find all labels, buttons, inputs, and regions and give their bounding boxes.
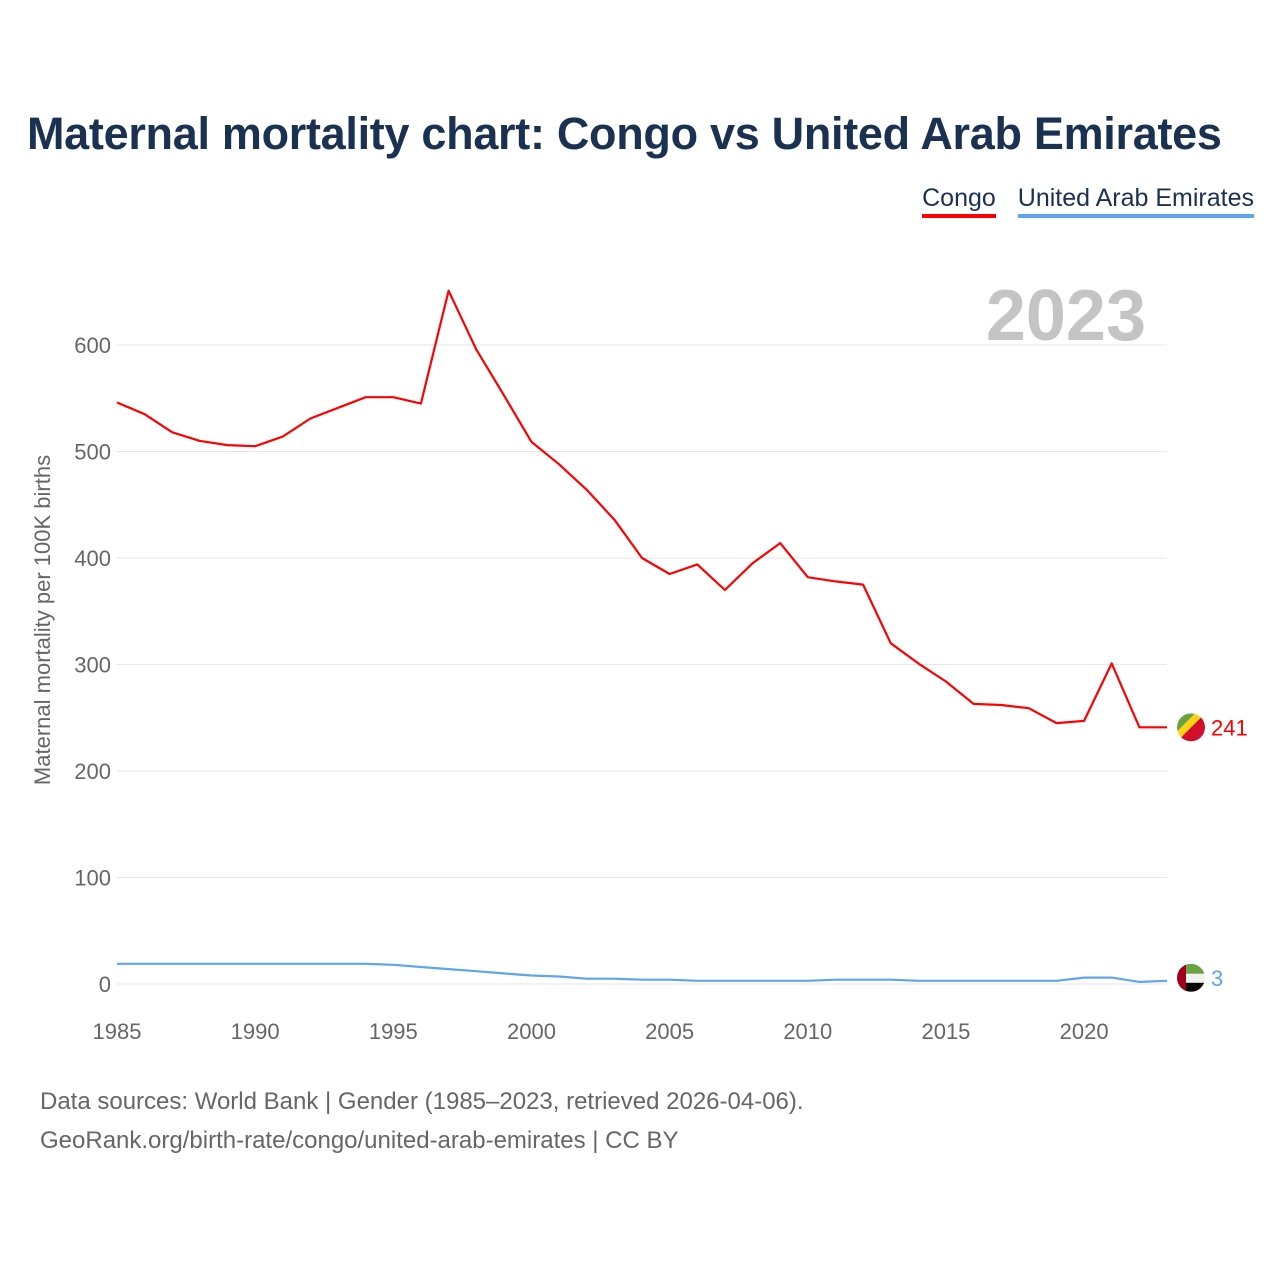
x-tick-label: 1990: [231, 1019, 280, 1044]
y-tick-label: 600: [74, 333, 111, 358]
y-tick-label: 200: [74, 759, 111, 784]
x-tick-label: 2005: [645, 1019, 694, 1044]
x-tick-label: 1995: [369, 1019, 418, 1044]
source-line-2: GeoRank.org/birth-rate/congo/united-arab…: [40, 1127, 679, 1154]
end-value-label-congo: 241: [1211, 715, 1248, 740]
legend: Congo United Arab Emirates: [922, 184, 1254, 218]
x-tick-label: 2020: [1060, 1019, 1109, 1044]
legend-uae[interactable]: United Arab Emirates: [1017, 184, 1254, 218]
congo-flag-icon: [1177, 713, 1205, 742]
x-tick-label: 2015: [921, 1019, 970, 1044]
legend-congo[interactable]: Congo: [922, 184, 996, 218]
uae-flag-icon: [1177, 963, 1205, 992]
y-tick-label: 100: [74, 866, 111, 891]
source-line-1: Data sources: World Bank | Gender (1985–…: [40, 1088, 804, 1115]
y-tick-label: 300: [74, 653, 111, 678]
chart-title: Maternal mortality chart: Congo vs Unite…: [27, 108, 1222, 159]
end-value-label-uae: 3: [1211, 966, 1223, 991]
x-tick-label: 1985: [93, 1019, 142, 1044]
y-tick-label: 400: [74, 546, 111, 571]
year-watermark: 2023: [986, 276, 1146, 356]
series-line-uae: [117, 962, 1168, 984]
x-tick-label: 2010: [783, 1019, 832, 1044]
series-line-congo: [116, 289, 1167, 729]
y-tick-label: 0: [99, 972, 111, 997]
y-tick-label: 500: [74, 440, 111, 465]
y-axis-label: Maternal mortality per 100K births: [30, 455, 55, 785]
x-tick-label: 2000: [507, 1019, 556, 1044]
